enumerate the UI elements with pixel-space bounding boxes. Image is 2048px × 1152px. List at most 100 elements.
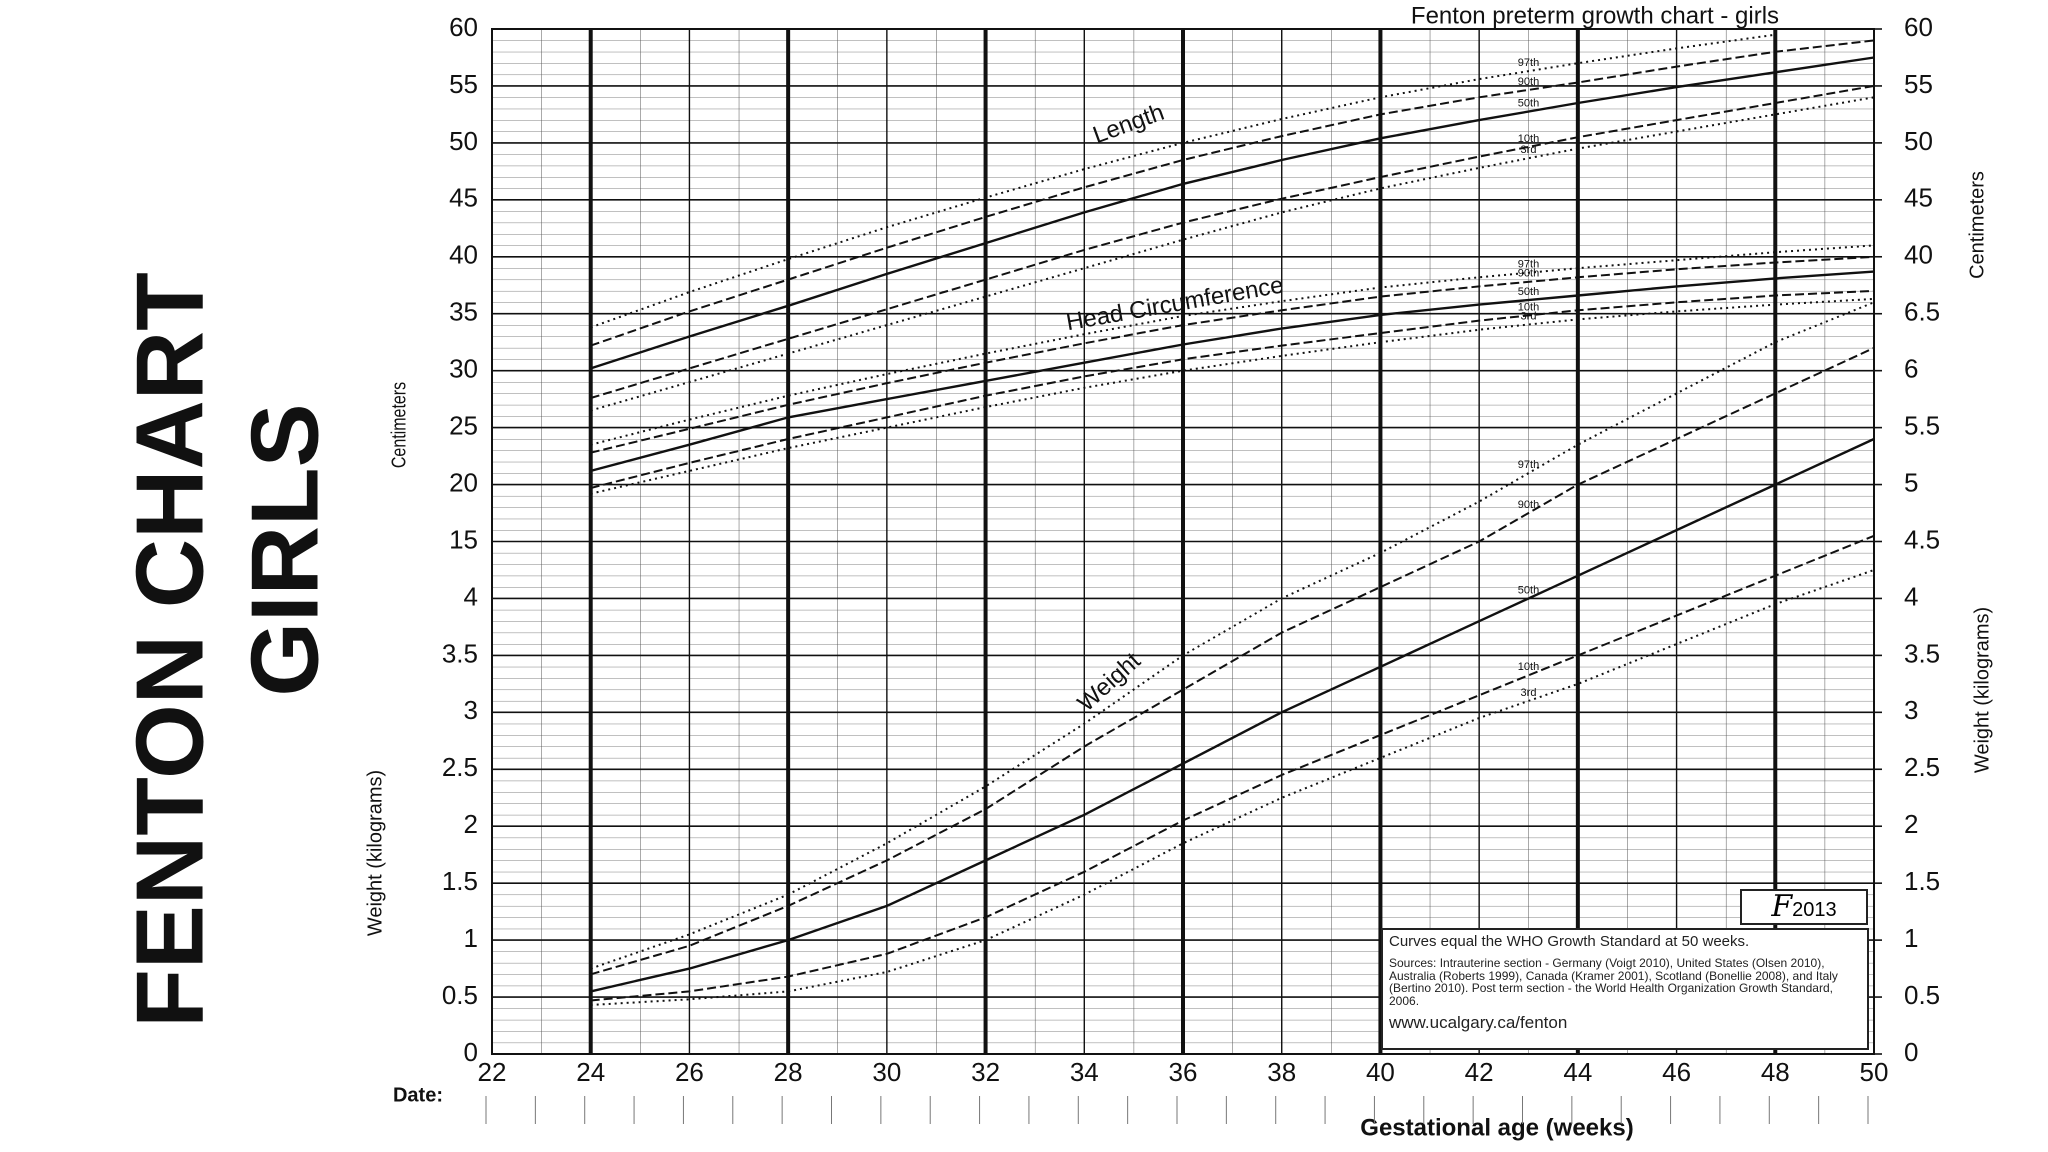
y-tick-label: 50 — [449, 126, 478, 156]
curve — [590, 346, 1875, 976]
y-tick-label: 0.5 — [442, 980, 478, 1010]
curve — [590, 244, 1875, 446]
x-tick-label: 44 — [1563, 1057, 1592, 1087]
logo-letter: F — [1771, 889, 1793, 924]
date-label: Date: — [393, 1084, 443, 1106]
y2-tick-label: 5 — [1904, 467, 1918, 497]
x-tick-label: 30 — [872, 1057, 901, 1087]
y-tick-label: 3 — [464, 695, 478, 725]
curve — [590, 255, 1875, 454]
url: www.ucalgary.ca/fenton — [1389, 1013, 1568, 1032]
curve — [590, 84, 1875, 399]
y-tick-label: 20 — [449, 467, 478, 497]
note: Curves equal the WHO Growth Standard at … — [1389, 933, 1750, 950]
slide-title: FENTON CHART — [116, 272, 223, 1028]
y-tick-label: 40 — [449, 240, 478, 270]
curve — [590, 297, 1875, 495]
percentile-label: 90th — [1518, 268, 1539, 280]
x-axis-label: Gestational age (weeks) — [1360, 1114, 1633, 1141]
curve — [590, 39, 1875, 347]
y2-tick-label: 6.5 — [1904, 297, 1940, 327]
y2-tick-label: 45 — [1904, 183, 1933, 213]
percentile-label: 10th — [1518, 301, 1539, 313]
percentile-label: 3rd — [1521, 687, 1537, 699]
y2-tick-label: 0.5 — [1904, 980, 1940, 1010]
y-axis-label: Centimeters — [388, 382, 410, 468]
x-tick-label: 38 — [1267, 1057, 1296, 1087]
curve — [590, 301, 1875, 970]
curve — [590, 270, 1875, 473]
y2-tick-label: 2 — [1904, 809, 1918, 839]
y2-tick-label: 1.5 — [1904, 866, 1940, 896]
y2-tick-label: 50 — [1904, 126, 1933, 156]
percentile-label: 90th — [1518, 499, 1539, 511]
percentile-label: 50th — [1518, 584, 1539, 596]
y2-axis-label: Weight (kilograms) — [1971, 607, 1993, 773]
y-tick-label: 25 — [449, 410, 478, 440]
curve — [590, 289, 1875, 489]
y2-tick-label: 4 — [1904, 581, 1918, 611]
y-tick-label: 1.5 — [442, 866, 478, 896]
y2-tick-label: 1 — [1904, 923, 1918, 953]
y2-tick-label: 4.5 — [1904, 524, 1940, 554]
x-tick-label: 24 — [576, 1057, 605, 1087]
y2-tick-label: 60 — [1904, 12, 1933, 42]
x-tick-label: 48 — [1761, 1057, 1790, 1087]
curve — [590, 534, 1875, 1002]
percentile-label: 97th — [1518, 259, 1539, 271]
slide-title: GIRLS — [231, 403, 338, 696]
y-tick-label: 15 — [449, 524, 478, 554]
y-tick-label: 55 — [449, 69, 478, 99]
y2-tick-label: 3.5 — [1904, 638, 1940, 668]
y-axis-label: Weight (kilograms) — [364, 770, 386, 936]
x-tick-label: 22 — [478, 1057, 507, 1087]
percentile-label: 97th — [1518, 57, 1539, 69]
x-tick-label: 46 — [1662, 1057, 1691, 1087]
logo-year: 2013 — [1792, 899, 1837, 921]
y-tick-label: 4 — [464, 581, 478, 611]
percentile-label: 90th — [1518, 76, 1539, 88]
x-tick-label: 28 — [774, 1057, 803, 1087]
y2-tick-label: 55 — [1904, 69, 1933, 99]
y2-tick-label: 0 — [1904, 1037, 1918, 1067]
y2-axis-label: Centimeters — [1966, 171, 1988, 279]
curve — [590, 437, 1875, 993]
y2-tick-label: 6 — [1904, 354, 1918, 384]
percentile-label: 50th — [1518, 286, 1539, 298]
y-tick-label: 2.5 — [442, 752, 478, 782]
y-tick-label: 30 — [449, 354, 478, 384]
percentile-label: 10th — [1518, 133, 1539, 145]
percentile-label: 50th — [1518, 97, 1539, 109]
y-tick-label: 2 — [464, 809, 478, 839]
y2-tick-label: 3 — [1904, 695, 1918, 725]
x-tick-label: 42 — [1465, 1057, 1494, 1087]
percentile-label: 3rd — [1521, 144, 1537, 156]
logo: F2013 — [1740, 889, 1868, 925]
x-tick-label: 36 — [1169, 1057, 1198, 1087]
y-tick-label: 1 — [464, 923, 478, 953]
y-tick-label: 60 — [449, 12, 478, 42]
y-tick-label: 45 — [449, 183, 478, 213]
x-tick-label: 40 — [1366, 1057, 1395, 1087]
y-tick-label: 3.5 — [442, 638, 478, 668]
note-box: Curves equal the WHO Growth Standard at … — [1381, 928, 1869, 1050]
plot-frame — [491, 28, 1875, 1055]
sources: Sources: Intrauterine section - Germany … — [1389, 956, 1838, 1008]
y2-tick-label: 5.5 — [1904, 410, 1940, 440]
chart-title: Fenton preterm growth chart - girls — [1411, 2, 1779, 29]
percentile-label: 97th — [1518, 459, 1539, 471]
percentile-label: 10th — [1518, 661, 1539, 673]
x-tick-label: 34 — [1070, 1057, 1099, 1087]
y-tick-label: 35 — [449, 297, 478, 327]
x-tick-label: 32 — [971, 1057, 1000, 1087]
y-tick-label: 0 — [464, 1037, 478, 1067]
x-tick-label: 26 — [675, 1057, 704, 1087]
curve — [590, 56, 1875, 370]
y2-tick-label: 2.5 — [1904, 752, 1940, 782]
y2-tick-label: 40 — [1904, 240, 1933, 270]
x-tick-label: 50 — [1860, 1057, 1889, 1087]
curve — [590, 96, 1875, 412]
percentile-label: 3rd — [1521, 310, 1537, 322]
